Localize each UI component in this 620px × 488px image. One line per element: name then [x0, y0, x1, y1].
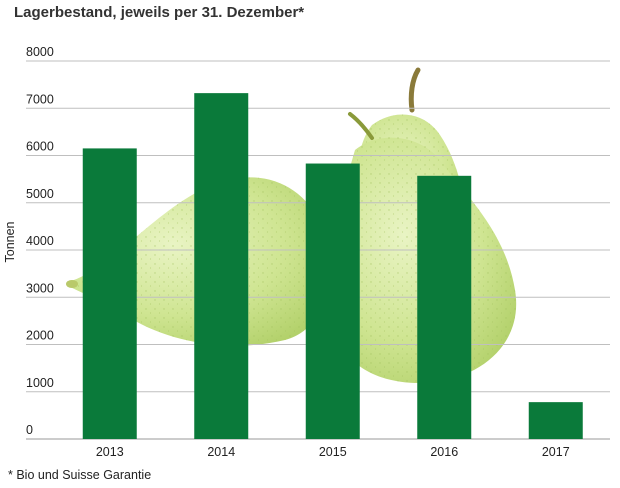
bar-2014 — [194, 93, 249, 439]
y-tick-label: 5000 — [26, 187, 54, 201]
y-tick-label: 2000 — [26, 329, 54, 343]
y-axis-ticks: 0 1000 2000 3000 4000 5000 6000 7000 8000 — [26, 45, 54, 437]
bar-2017 — [528, 402, 583, 439]
y-axis-label: Tonnen — [3, 221, 17, 262]
y-tick-label: 6000 — [26, 140, 54, 154]
x-tick-label-2015: 2015 — [319, 445, 347, 459]
x-tick-label-2014: 2014 — [207, 445, 235, 459]
y-tick-label: 3000 — [26, 281, 54, 295]
y-tick-label: 1000 — [26, 376, 54, 390]
y-tick-label: 7000 — [26, 92, 54, 106]
x-axis-ticks: 2013 2014 2015 2016 2017 — [96, 445, 570, 459]
x-tick-label-2013: 2013 — [96, 445, 124, 459]
x-tick-label-2016: 2016 — [430, 445, 458, 459]
footnote: * Bio und Suisse Garantie — [8, 468, 152, 482]
x-tick-label-2017: 2017 — [542, 445, 570, 459]
bar-2015 — [305, 163, 360, 439]
bar-2013 — [82, 148, 137, 439]
y-tick-label: 0 — [26, 423, 33, 437]
y-tick-label: 4000 — [26, 234, 54, 248]
bar-series — [82, 93, 583, 439]
bar-2016 — [417, 175, 472, 439]
y-tick-label: 8000 — [26, 45, 54, 59]
chart-title: Lagerbestand, jeweils per 31. Dezember* — [14, 4, 305, 21]
